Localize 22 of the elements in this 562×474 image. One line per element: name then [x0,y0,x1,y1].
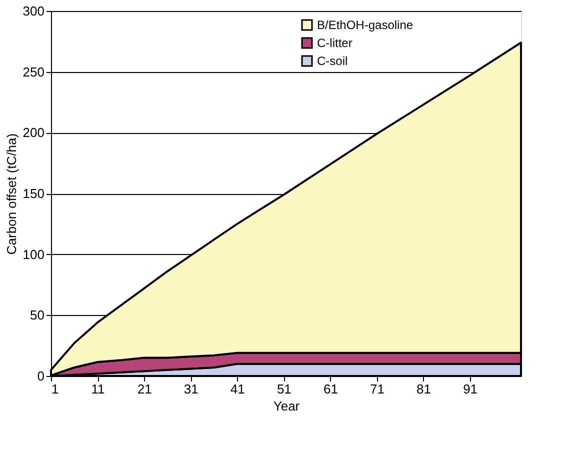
y-tick-label: 200 [22,125,44,140]
legend-label: C-litter [317,36,352,50]
legend-label: C-soil [317,54,348,68]
x-tick-label: 1 [52,382,59,396]
y-tick-label: 250 [22,64,44,80]
x-axis-title: Year [273,398,300,414]
y-tick-label: 50 [30,308,44,323]
y-tick-label: 150 [22,186,44,201]
y-tick-label: 0 [37,368,44,384]
x-tick-label: 91 [463,382,478,396]
x-tick-label: 41 [230,382,245,396]
x-tick-label: 81 [416,382,432,396]
x-tick-label: 21 [137,382,152,396]
x-tick-label: 61 [323,382,338,396]
y-axis-title: Carbon offset (tC/ha) [4,133,19,255]
x-tick-label: 31 [184,382,198,396]
y-tick-label: 100 [22,246,44,262]
y-tick-label: 300 [22,4,44,18]
x-tick-label: 71 [370,382,384,396]
legend-label: B/EthOH-gasoline [317,18,414,32]
x-tick-label: 11 [91,382,105,396]
x-tick-label: 51 [276,382,292,396]
